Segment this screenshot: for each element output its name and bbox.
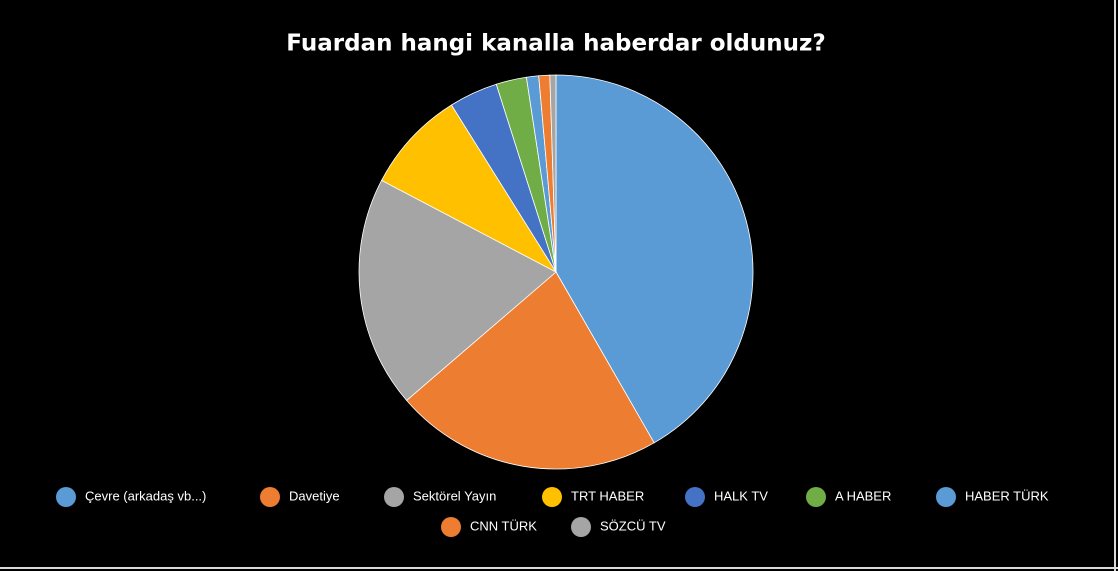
legend-label: HALK TV	[714, 488, 768, 503]
pie-slice	[406, 271, 655, 470]
legend-label: HABER TÜRK	[965, 488, 1049, 503]
legend-label: SÖZCÜ TV	[600, 518, 666, 533]
legend-marker	[936, 487, 956, 507]
legend-label: CNN TÜRK	[470, 518, 537, 533]
legend-marker	[685, 487, 705, 507]
chart-title: Fuardan hangi kanalla haberdar oldunuz?	[286, 31, 825, 57]
legend-marker	[260, 487, 280, 507]
legend-marker	[384, 487, 404, 507]
pie-slice	[358, 179, 557, 401]
pie-slice	[555, 74, 754, 444]
legend-label: A HABER	[835, 488, 891, 503]
pie-slice	[549, 74, 557, 273]
legend-marker	[542, 487, 562, 507]
legend-marker	[56, 487, 76, 507]
legend-label: Sektörel Yayın	[413, 488, 496, 503]
legend-marker	[806, 487, 826, 507]
legend-label: TRT HABER	[571, 488, 644, 503]
legend-label: Çevre (arkadaş vb...)	[85, 488, 206, 503]
pie-slice	[381, 104, 558, 274]
legend-label: Davetiye	[289, 488, 340, 503]
legend-marker	[571, 517, 591, 537]
legend-marker	[441, 517, 461, 537]
